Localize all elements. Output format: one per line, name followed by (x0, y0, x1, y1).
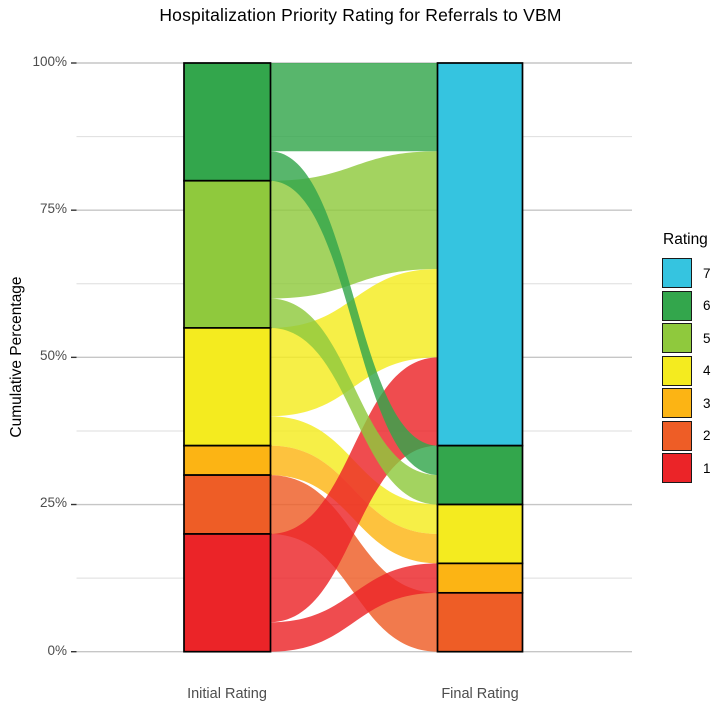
legend-label-5: 5 (703, 330, 711, 346)
x-label-initial-rating: Initial Rating (187, 686, 267, 702)
stratum-initial-rating-4 (183, 327, 272, 447)
legend-label-6: 6 (703, 298, 711, 313)
legend-label-2: 2 (703, 428, 711, 443)
y-tick-50: 50% (39, 348, 67, 363)
y-tick-75: 75% (39, 201, 67, 216)
flow-4-to-7 (269, 269, 439, 417)
legend-label-4: 4 (703, 363, 711, 378)
stratum-final-rating-4 (436, 503, 524, 565)
legend-item-1: 1 (662, 453, 711, 483)
legend-swatch-1 (662, 453, 692, 483)
legend-item-4: 4 (662, 355, 711, 386)
legend-swatch-2 (662, 420, 692, 451)
legend-swatch-3 (662, 388, 692, 418)
stratum-final-rating-3 (436, 562, 524, 594)
legend-label-3: 3 (703, 395, 711, 411)
stratum-final-rating-7 (436, 62, 524, 447)
legend: Rating 7 6 5 4 3 2 1 (662, 231, 711, 486)
legend-title: Rating (663, 231, 708, 248)
flow-1-to-3 (269, 563, 439, 652)
y-tick-100: 100% (32, 54, 67, 69)
legend-label-7: 7 (703, 265, 711, 281)
legend-item-6: 6 (662, 290, 711, 321)
legend-label-1: 1 (703, 460, 711, 476)
legend-item-3: 3 (662, 388, 711, 418)
legend-item-5: 5 (662, 323, 711, 353)
stratum-final-rating-2 (436, 591, 524, 653)
legend-items: 7 6 5 4 3 2 1 (662, 258, 711, 483)
stratum-initial-rating-6 (183, 62, 272, 182)
stratum-final-rating-6 (436, 444, 524, 506)
legend-swatch-5 (662, 323, 692, 353)
flow-5-to-6 (269, 298, 439, 505)
stratum-initial-rating-5 (183, 179, 272, 329)
x-label-final-rating: Final Rating (441, 686, 519, 702)
flow-6-to-7 (269, 63, 439, 152)
legend-swatch-6 (662, 290, 692, 321)
stratum-initial-rating-2 (183, 474, 272, 535)
legend-item-7: 7 (662, 258, 711, 288)
legend-item-2: 2 (662, 420, 711, 451)
stratum-initial-rating-1 (183, 533, 272, 653)
y-tick-0: 0% (47, 643, 67, 658)
legend-swatch-4 (662, 355, 692, 386)
legend-swatch-7 (662, 258, 692, 288)
chart-title: Hospitalization Priority Rating for Refe… (159, 5, 562, 25)
flow-6-to-6 (269, 151, 439, 476)
y-tick-25: 25% (39, 495, 67, 510)
stratum-initial-rating-3 (183, 444, 272, 476)
